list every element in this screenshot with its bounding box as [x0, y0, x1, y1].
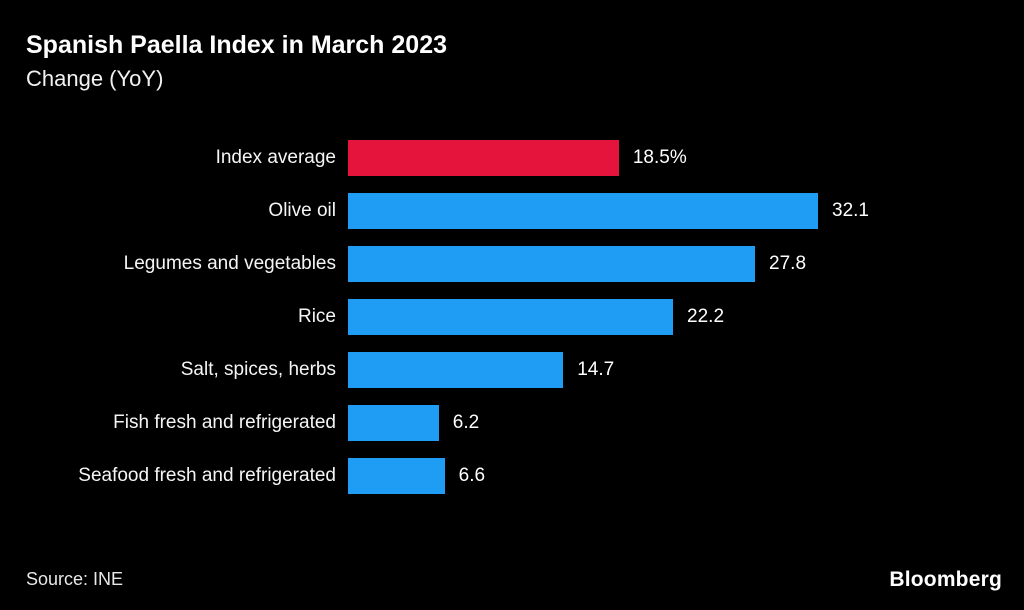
bar: [348, 299, 674, 335]
bar-track: 6.2: [348, 405, 818, 441]
chart-header: Spanish Paella Index in March 2023 Chang…: [26, 30, 998, 92]
bar-rows: Index average 18.5% Olive oil 32.1 Legumes a…: [26, 140, 869, 494]
bar-row: Index average 18.5%: [26, 140, 818, 176]
chart-subtitle: Change (YoY): [26, 66, 164, 91]
category-label: Fish fresh and refrigerated: [113, 412, 336, 433]
bloomberg-logo: Bloomberg: [889, 568, 1002, 591]
source-note: Source: INE: [26, 569, 124, 589]
bar-row: Salt, spices, herbs 14.7: [26, 352, 818, 388]
bar: [348, 246, 756, 282]
bar: [348, 405, 439, 441]
bar-row: Seafood fresh and refrigerated 6.6: [26, 458, 818, 494]
bar-track: 18.5%: [348, 140, 818, 176]
bar-row: Fish fresh and refrigerated 6.2: [26, 405, 818, 441]
bar-track: 32.1: [348, 193, 869, 229]
value-label: 32.1: [832, 200, 869, 221]
bar-track: 14.7: [348, 352, 818, 388]
value-label: 6.6: [458, 465, 486, 486]
value-label: 14.7: [577, 359, 615, 380]
category-label: Index average: [215, 147, 336, 168]
chart-title: Spanish Paella Index in March 2023: [26, 31, 448, 59]
bar: [348, 352, 564, 388]
category-label: Legumes and vegetables: [123, 253, 336, 274]
category-label: Olive oil: [268, 200, 336, 221]
bar-track: 6.6: [348, 458, 818, 494]
bar-row: Legumes and vegetables 27.8: [26, 246, 818, 282]
value-label: 18.5%: [632, 147, 687, 168]
value-label: 22.2: [687, 306, 725, 327]
category-label: Rice: [297, 306, 336, 327]
bar-row: Olive oil 32.1: [26, 193, 869, 229]
bar: [348, 193, 818, 229]
bar: [348, 140, 619, 176]
category-label: Salt, spices, herbs: [180, 359, 336, 380]
value-label: 6.2: [452, 412, 480, 433]
bar-track: 27.8: [348, 246, 818, 282]
value-label: 27.8: [769, 253, 807, 274]
bar: [348, 458, 445, 494]
bar-row: Rice 22.2: [26, 299, 818, 335]
category-label: Seafood fresh and refrigerated: [78, 465, 336, 486]
bar-track: 22.2: [348, 299, 818, 335]
